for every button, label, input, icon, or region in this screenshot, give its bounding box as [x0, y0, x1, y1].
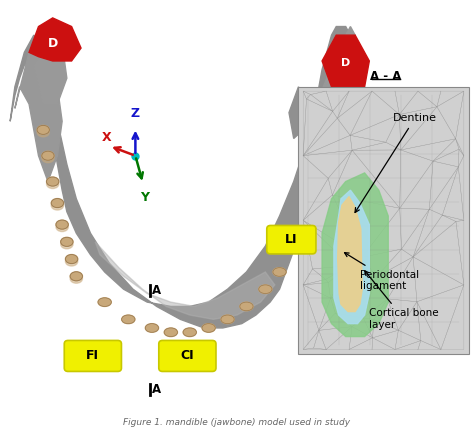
Ellipse shape — [61, 240, 73, 249]
Text: A: A — [152, 284, 161, 297]
Polygon shape — [29, 18, 81, 61]
Ellipse shape — [240, 302, 253, 311]
Polygon shape — [95, 242, 275, 319]
Ellipse shape — [202, 324, 215, 332]
FancyBboxPatch shape — [159, 340, 216, 372]
Text: Z: Z — [131, 107, 140, 120]
Bar — [299, 87, 469, 354]
Polygon shape — [322, 173, 388, 337]
Ellipse shape — [221, 315, 234, 324]
Ellipse shape — [42, 151, 54, 160]
Ellipse shape — [56, 222, 68, 232]
Ellipse shape — [183, 328, 196, 337]
Polygon shape — [10, 26, 350, 328]
Text: D: D — [341, 58, 350, 68]
Text: Cortical bone
layer: Cortical bone layer — [365, 271, 439, 330]
Polygon shape — [15, 52, 62, 181]
Text: FI: FI — [86, 349, 100, 362]
FancyBboxPatch shape — [64, 340, 121, 372]
Ellipse shape — [42, 154, 54, 163]
Text: A: A — [152, 384, 161, 397]
Ellipse shape — [164, 328, 177, 337]
Ellipse shape — [51, 199, 64, 208]
Ellipse shape — [259, 285, 272, 293]
Text: D: D — [47, 37, 58, 50]
Text: CI: CI — [181, 349, 194, 362]
Text: Figure 1. mandible (jawbone) model used in study: Figure 1. mandible (jawbone) model used … — [123, 418, 351, 427]
Text: LI: LI — [285, 233, 298, 246]
Ellipse shape — [65, 257, 78, 266]
Text: X: X — [101, 131, 111, 144]
Ellipse shape — [98, 298, 111, 306]
Ellipse shape — [37, 125, 49, 134]
Text: Periodontal
ligament: Periodontal ligament — [345, 253, 419, 291]
FancyBboxPatch shape — [267, 226, 316, 254]
Ellipse shape — [46, 177, 59, 186]
Polygon shape — [322, 35, 369, 95]
Polygon shape — [34, 44, 67, 104]
Polygon shape — [289, 87, 308, 139]
Text: A - A: A - A — [370, 70, 401, 83]
Ellipse shape — [56, 220, 68, 229]
Polygon shape — [337, 197, 362, 311]
Ellipse shape — [273, 268, 286, 276]
Polygon shape — [334, 190, 369, 324]
Text: Y: Y — [140, 191, 149, 204]
Ellipse shape — [146, 324, 158, 332]
Ellipse shape — [70, 274, 82, 283]
Ellipse shape — [70, 272, 82, 281]
Ellipse shape — [37, 128, 49, 137]
Ellipse shape — [65, 254, 78, 264]
Ellipse shape — [61, 237, 73, 246]
Ellipse shape — [122, 315, 135, 324]
Text: Dentine: Dentine — [355, 113, 437, 213]
Ellipse shape — [46, 180, 59, 188]
Ellipse shape — [51, 201, 64, 210]
Polygon shape — [303, 26, 355, 139]
